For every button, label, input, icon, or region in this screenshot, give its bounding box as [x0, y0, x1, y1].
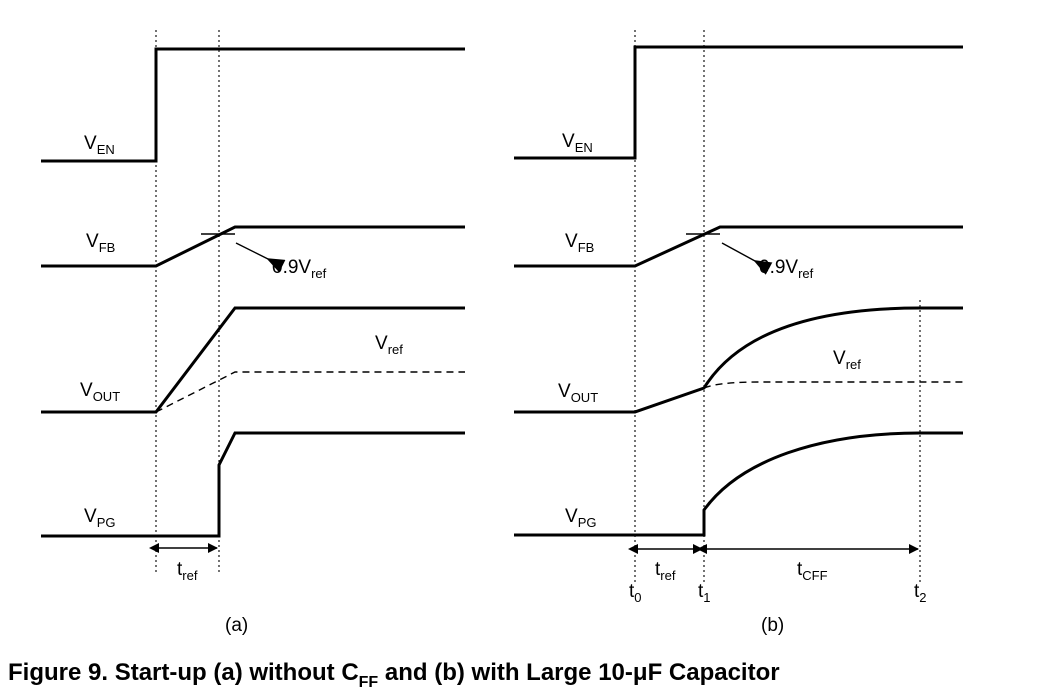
ven-waveform-a: [41, 47, 465, 163]
panel-label-b: (b): [761, 615, 784, 636]
threshold-label-b: 0.9Vref: [759, 257, 814, 281]
vfb-label-a: VFB: [86, 231, 115, 255]
ven-waveform-b: [514, 45, 963, 160]
threshold-pointer-b: [721, 242, 773, 275]
vout-waveform-a: [41, 306, 465, 414]
t1-label: t1: [698, 581, 711, 605]
panel-b: VEN VFB 0.9Vref Vref VOUT VPG tref tCFF …: [514, 30, 963, 636]
t2-label: t2: [914, 581, 927, 605]
ven-label-b: VEN: [562, 131, 593, 155]
vpg-waveform-a: [41, 431, 465, 538]
vpg-waveform-b: [514, 431, 963, 537]
t0-label: t0: [629, 581, 642, 605]
vpg-label-a: VPG: [84, 506, 115, 530]
threshold-pointer-a: [235, 242, 286, 273]
ven-label-a: VEN: [84, 133, 115, 157]
panel-label-a: (a): [225, 615, 248, 636]
tref-label-b: tref: [655, 559, 676, 583]
vout-waveform-b: [514, 306, 963, 414]
vref-dashed-a: [155, 371, 465, 413]
vfb-label-b: VFB: [565, 231, 594, 255]
tcff-label-b: tCFF: [797, 559, 828, 583]
figure-caption: Figure 9. Start-up (a) without CFF and (…: [8, 659, 780, 691]
threshold-label-a: 0.9Vref: [272, 257, 327, 281]
vfb-waveform-a: [41, 225, 465, 268]
vref-label-b: Vref: [833, 348, 861, 372]
tref-label-a: tref: [177, 559, 198, 583]
vfb-waveform-b: [514, 225, 963, 268]
vref-dashed-b: [703, 381, 963, 389]
vout-label-a: VOUT: [80, 380, 120, 404]
vpg-label-b: VPG: [565, 506, 596, 530]
panel-a: VEN VFB 0.9Vref Vref VOUT VPG tref (a): [41, 30, 465, 636]
vout-label-b: VOUT: [558, 381, 598, 405]
vref-label-a: Vref: [375, 333, 403, 357]
